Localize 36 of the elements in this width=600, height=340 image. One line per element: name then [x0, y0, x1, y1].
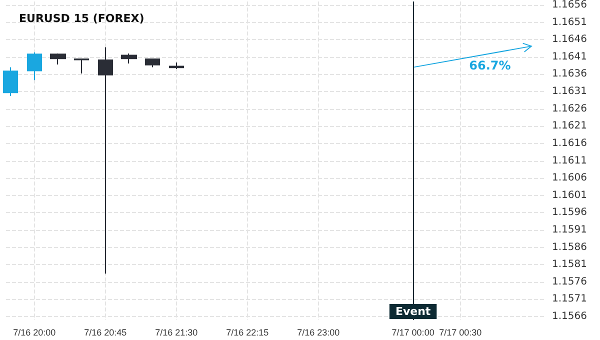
x-tick-label: 7/17 00:00	[392, 328, 434, 338]
candlestick	[50, 52, 66, 66]
x-tick-label: 7/16 20:45	[84, 328, 127, 338]
candlestick	[169, 62, 184, 70]
candlestick	[145, 58, 160, 68]
y-tick-label: 1.1596	[552, 207, 587, 218]
y-tick-label: 1.1631	[552, 86, 587, 98]
y-tick-label: 1.1636	[552, 68, 587, 80]
y-tick-label: 1.1591	[552, 224, 587, 236]
candlestick	[27, 52, 42, 81]
y-tick-label: 1.1646	[552, 34, 587, 46]
y-tick-label: 1.1621	[552, 120, 587, 132]
y-tick-label: 1.1571	[552, 294, 587, 305]
ref-line-label: Event	[395, 305, 431, 318]
y-tick-label: 1.1626	[552, 103, 587, 114]
y-tick-label: 1.1616	[552, 138, 587, 149]
x-tick-label: 7/16 20:00	[13, 328, 56, 338]
y-tick-label: 1.1601	[552, 190, 587, 201]
y-tick-label: 1.1581	[552, 259, 587, 270]
candlestick	[121, 52, 137, 64]
annotation: 66.7%	[469, 58, 511, 73]
candlestick	[74, 58, 89, 74]
y-tick-label: 1.1576	[552, 276, 587, 288]
text: EURUSD 15 (FOREX)	[19, 12, 144, 25]
x-tick-label: 7/16 21:30	[155, 328, 198, 338]
y-tick-label: 1.1566	[552, 311, 587, 322]
candlestick	[3, 66, 18, 97]
x-tick-label: 7/16 22:15	[226, 328, 269, 338]
y-tick-label: 1.1606	[552, 172, 587, 184]
y-tick-label: 1.1611	[552, 155, 587, 166]
y-tick-label: 1.1656	[552, 0, 587, 10]
y-tick-label: 1.1641	[552, 51, 587, 62]
x-tick-label: 7/17 00:30	[439, 328, 482, 338]
y-tick-label: 1.1586	[552, 242, 587, 253]
x-tick-label: 7/16 23:00	[297, 328, 340, 338]
y-tick-label: 1.1651	[552, 16, 587, 28]
